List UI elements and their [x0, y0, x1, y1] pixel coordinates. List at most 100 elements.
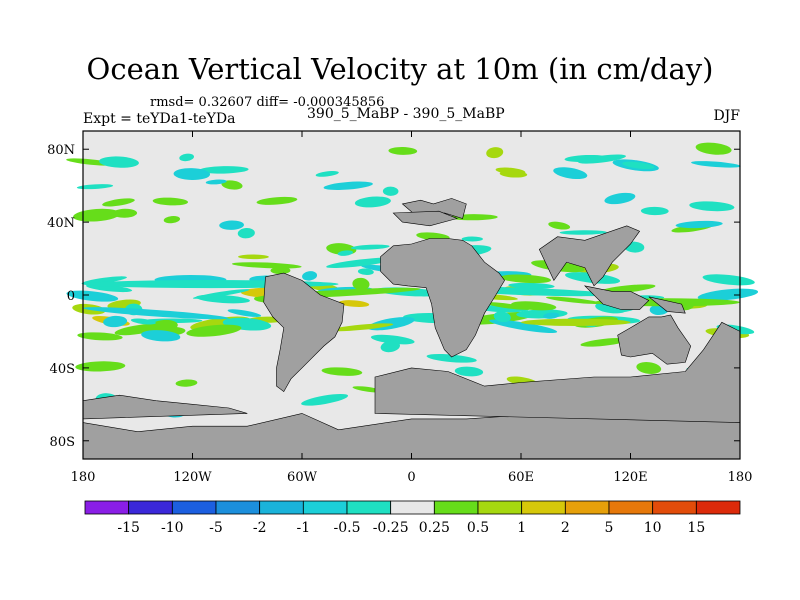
colorbar-label: 0.25: [419, 520, 450, 536]
field-streak: [559, 230, 607, 235]
field-streak: [173, 168, 211, 180]
land-polygon: [82, 394, 248, 420]
colorbar-label: -0.5: [334, 520, 361, 536]
field-streak: [691, 161, 741, 168]
field-streak: [338, 300, 370, 307]
field-streak: [495, 167, 526, 175]
colorbar-label: -15: [117, 520, 140, 536]
field-streak: [73, 208, 121, 222]
x-tick-label: 60W: [287, 470, 318, 485]
colorbar-label: 10: [644, 520, 662, 536]
field-streak: [695, 142, 732, 155]
field-streak: [227, 309, 262, 317]
field-streak: [580, 338, 629, 347]
field-streak: [192, 289, 250, 299]
field-streak: [232, 262, 302, 269]
colorbar-swatch: [695, 500, 741, 515]
land-polygon: [648, 296, 686, 314]
colorbar-swatch: [84, 500, 130, 515]
colorbar-label: 5: [605, 520, 614, 536]
colorbar-label: 0.5: [467, 520, 489, 536]
y-tick-label: 40N: [47, 216, 75, 231]
colorbar-label: 2: [561, 520, 570, 536]
field-streak: [323, 181, 373, 190]
field-streak: [321, 367, 363, 376]
colorbar: -15 -10 -5 -2 -1 -0.5 -0.25 0.25 0.5 1 2 5 10 15: [84, 500, 741, 536]
y-tick-label: 80N: [47, 143, 75, 158]
colorbar-label: -1: [297, 520, 311, 536]
colorbar-swatch: [390, 500, 435, 515]
colorbar-swatch: [171, 500, 217, 515]
colorbar-swatch: [259, 500, 304, 515]
field-streak: [152, 197, 189, 206]
field-streak: [521, 318, 631, 326]
field-streak: [354, 196, 391, 208]
field-streak: [370, 334, 415, 345]
field-streak: [553, 167, 588, 180]
stats-label: rmsd= 0.32607 diff= -0.000345856: [150, 95, 385, 110]
land-polygon: [392, 210, 459, 227]
field-streak: [508, 282, 555, 289]
field-streak: [66, 290, 119, 302]
colorbar-label: -5: [209, 520, 223, 536]
field-streak: [326, 257, 395, 269]
x-tick-label: 180: [728, 470, 753, 485]
field-streak: [697, 288, 759, 301]
field-streak: [186, 324, 242, 337]
field-streak: [493, 311, 511, 323]
colorbar-label: -10: [161, 520, 184, 536]
land-polygon: [538, 225, 641, 287]
colorbar-swatch: [128, 500, 173, 515]
field-streak: [238, 254, 269, 260]
field-streak: [99, 156, 139, 168]
field-streak: [486, 147, 504, 159]
x-tick-label: 180: [71, 470, 96, 485]
field-streak: [500, 274, 552, 284]
field-streak: [77, 332, 123, 341]
field-streak: [302, 271, 318, 281]
field-streak: [83, 307, 229, 320]
colorbar-swatch: [521, 500, 566, 515]
field-streak: [205, 179, 227, 185]
field-streak: [689, 201, 735, 212]
field-streak: [75, 361, 126, 372]
field-streak: [640, 206, 669, 216]
land-polygon: [617, 314, 692, 365]
field-streak: [237, 228, 255, 239]
field-streak: [454, 366, 484, 377]
field-streak: [426, 354, 477, 363]
field-streak: [702, 274, 755, 286]
field-streak: [301, 393, 349, 406]
field-streak: [163, 215, 181, 224]
center-label: 390_5_MaBP - 390_5_MaBP: [307, 106, 505, 122]
x-tick-label: 120E: [613, 470, 647, 485]
field-streak: [256, 196, 298, 205]
colorbar-swatch: [346, 500, 392, 515]
field-streak: [130, 318, 156, 325]
field-streak: [485, 302, 531, 310]
field-streak: [636, 362, 662, 374]
field-streak: [337, 250, 353, 256]
colorbar-swatch: [302, 500, 348, 515]
field-streak: [221, 180, 243, 190]
colorbar-label: 1: [517, 520, 526, 536]
land-mask: [82, 198, 741, 460]
field-streak: [315, 170, 339, 177]
colorbar-label: -0.25: [373, 520, 409, 536]
land-polygon: [380, 238, 505, 358]
season-label: DJF: [713, 108, 740, 124]
field-streak: [622, 161, 655, 170]
field-streak: [352, 277, 370, 291]
field-streak: [350, 244, 390, 250]
field-streak: [81, 276, 127, 285]
colorbar-swatch: [652, 500, 697, 515]
field-streak: [270, 266, 291, 275]
x-tick-label: 60E: [508, 470, 534, 485]
colorbar-swatch: [215, 500, 261, 515]
colorbar-label: 15: [687, 520, 705, 536]
field-streak: [380, 340, 400, 353]
field-streak: [578, 154, 626, 164]
field-streak: [329, 323, 394, 332]
field-streak: [76, 184, 114, 190]
